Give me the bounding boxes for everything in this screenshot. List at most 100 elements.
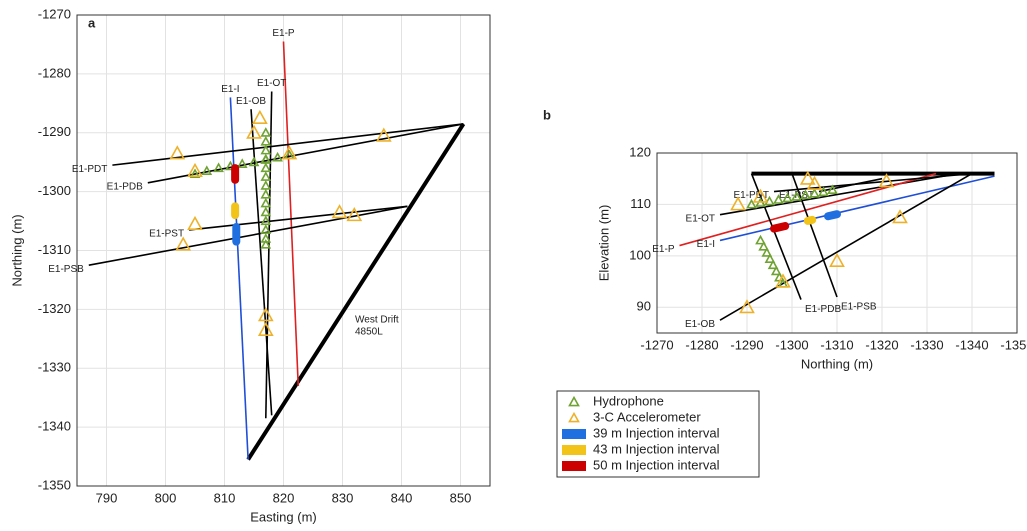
borehole-label: E1-OT: [257, 78, 286, 89]
sensor-marker: [767, 259, 779, 270]
sensor-marker: [770, 265, 782, 276]
y-tick-label: -1280: [38, 65, 71, 80]
borehole-label: E1-OB: [685, 319, 715, 330]
sensor-marker: [375, 127, 392, 142]
x-tick-label: -1290: [730, 337, 763, 352]
borehole: [750, 173, 802, 300]
sensor-marker: [752, 188, 769, 203]
x-tick-label: -1300: [775, 337, 808, 352]
sensor-marker: [260, 238, 272, 249]
y-axis-label: Elevation (m): [596, 205, 611, 282]
x-axis-label: Easting (m): [250, 509, 316, 524]
x-tick-label: 830: [332, 490, 354, 505]
legend-marker: [562, 445, 586, 455]
x-tick-label: -1320: [865, 337, 898, 352]
borehole: [791, 173, 838, 298]
x-tick-label: -1350: [1000, 337, 1027, 352]
borehole-label: E1-PST: [149, 229, 184, 240]
injection-interval: [770, 222, 790, 233]
sensor-marker: [791, 191, 802, 201]
legend-marker: [568, 411, 580, 423]
borehole-label: E1-OT: [686, 213, 715, 224]
injection-interval: [824, 210, 841, 221]
sensor-marker: [236, 158, 248, 168]
x-tick-label: -1270: [640, 337, 673, 352]
borehole-label: E1-OB: [236, 96, 266, 107]
plot-frame: [656, 152, 1018, 334]
borehole-label: E1-I: [221, 84, 239, 95]
sensor-marker: [806, 175, 823, 190]
panel-label: b: [543, 107, 551, 122]
legend-marker: [562, 461, 586, 471]
sensor-marker: [809, 187, 820, 198]
sensor-marker: [201, 165, 213, 176]
sensor-marker: [764, 195, 775, 206]
sensor-marker: [189, 168, 201, 178]
legend-label: Hydrophone: [593, 393, 664, 408]
y-tick-label: 120: [629, 144, 651, 159]
y-tick-label: -1270: [38, 6, 71, 21]
sensor-marker: [346, 207, 363, 222]
legend-label: 39 m Injection interval: [593, 425, 720, 440]
panel-label: a: [88, 15, 96, 30]
y-tick-label: -1340: [38, 419, 71, 434]
sensor-marker: [829, 252, 845, 268]
y-tick-label: -1350: [38, 477, 71, 492]
annotation: West Drift: [355, 315, 399, 326]
borehole-label: E1-I: [697, 239, 715, 250]
drift: [246, 122, 466, 461]
plot-frame: [76, 14, 491, 487]
sensor-marker: [257, 307, 274, 322]
x-tick-label: 790: [96, 490, 118, 505]
sensor-marker: [761, 247, 773, 257]
sensor-marker: [758, 240, 770, 251]
borehole: [88, 205, 408, 267]
y-tick-label: -1310: [38, 242, 71, 257]
sensor-marker: [775, 273, 791, 288]
legend-label: 43 m Injection interval: [593, 441, 720, 456]
sensor-marker: [246, 124, 262, 139]
sensor-marker: [248, 156, 260, 167]
borehole-label: E1-PSB: [48, 264, 84, 275]
borehole-label: E1-PSB: [841, 302, 877, 313]
x-tick-label: 800: [155, 490, 177, 505]
legend-label: 3-C Accelerometer: [593, 409, 701, 424]
sensor-marker: [175, 236, 192, 251]
sensor-marker: [799, 170, 816, 185]
borehole: [719, 172, 959, 216]
borehole: [189, 205, 408, 231]
borehole: [818, 177, 883, 193]
y-tick-label: 110: [630, 196, 651, 211]
y-tick-label: -1330: [38, 360, 71, 375]
sensor-marker: [187, 215, 203, 231]
y-tick-label: -1290: [38, 124, 71, 139]
y-axis-label: Northing (m): [9, 214, 24, 286]
sensor-marker: [730, 196, 746, 211]
y-tick-label: 90: [637, 299, 651, 314]
legend-box: [556, 390, 760, 478]
sensor-marker: [257, 321, 274, 336]
x-tick-label: 820: [273, 490, 295, 505]
x-tick-label: 840: [391, 490, 413, 505]
sensor-marker: [764, 253, 776, 263]
borehole-label: E1-PDT: [72, 164, 108, 175]
borehole: [229, 97, 249, 460]
sensor-marker: [272, 151, 283, 162]
legend-label: 50 m Injection interval: [593, 457, 720, 472]
injection-interval: [803, 215, 817, 225]
borehole-label: E1-P: [272, 28, 295, 39]
x-axis-label: Northing (m): [801, 356, 873, 371]
sensor-marker: [187, 162, 203, 178]
sensor-marker: [818, 186, 829, 197]
x-tick-label: -1330: [910, 337, 943, 352]
borehole-label: E1-PST: [779, 190, 814, 201]
y-tick-label: 100: [629, 247, 651, 262]
borehole: [773, 172, 973, 193]
sensor-marker: [252, 109, 268, 125]
sensor-marker: [773, 194, 784, 204]
borehole-label: E1-PDT: [733, 190, 769, 201]
sensor-marker: [213, 162, 224, 173]
annotation: 4850L: [355, 327, 383, 338]
sensor-marker: [782, 192, 793, 203]
